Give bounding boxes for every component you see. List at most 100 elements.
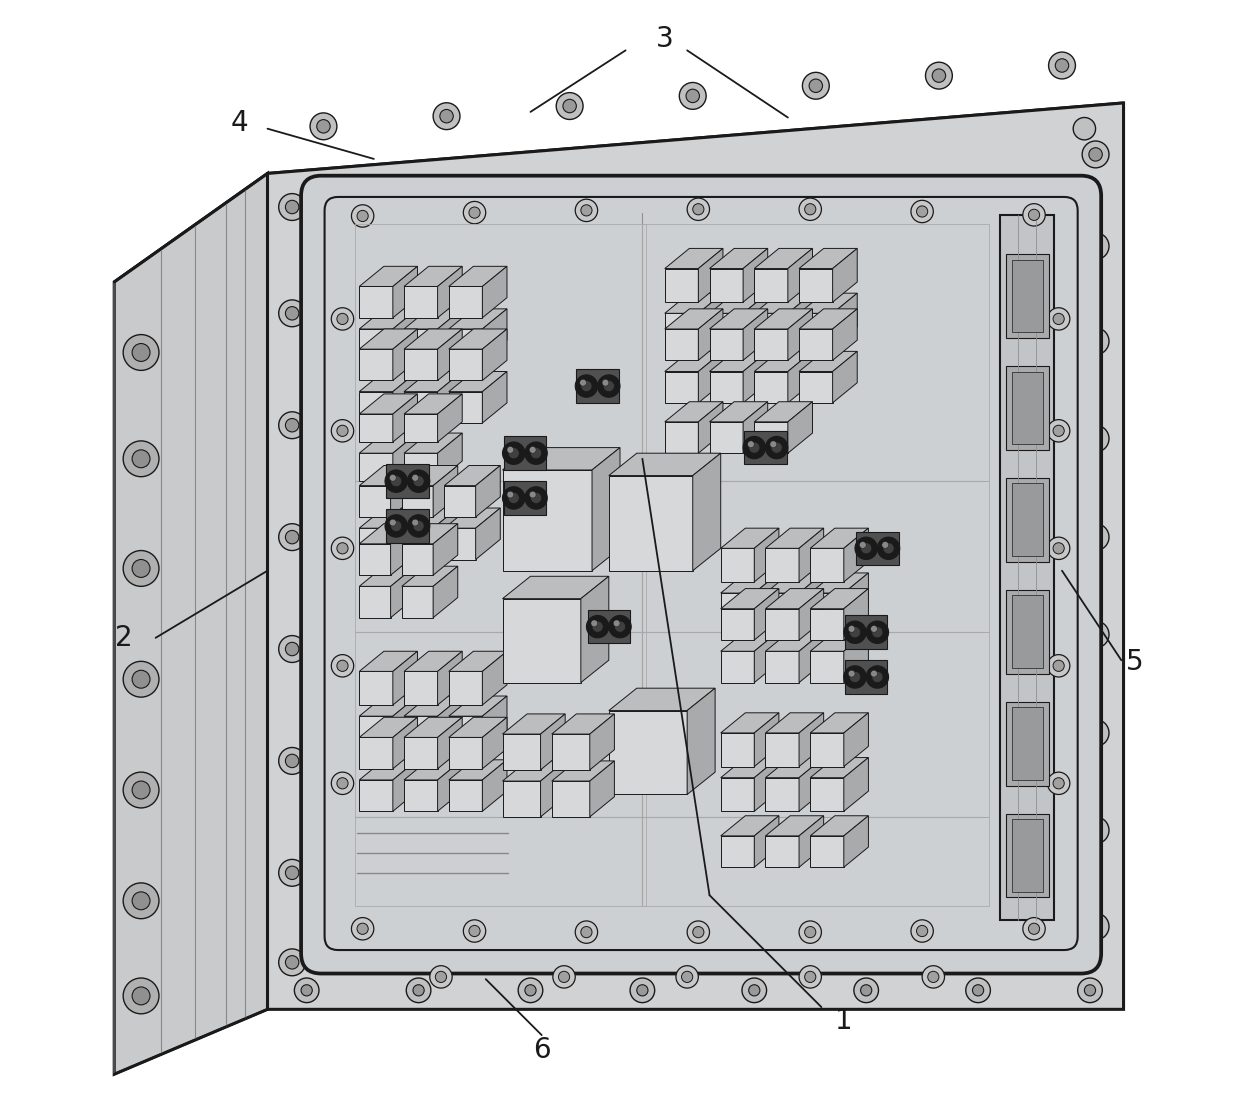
- Polygon shape: [665, 313, 698, 347]
- Circle shape: [614, 620, 620, 627]
- Circle shape: [1083, 425, 1109, 452]
- Polygon shape: [404, 392, 438, 423]
- Polygon shape: [360, 716, 393, 750]
- Polygon shape: [404, 651, 463, 671]
- Text: 2: 2: [115, 623, 133, 652]
- Polygon shape: [810, 836, 843, 867]
- Circle shape: [408, 515, 430, 537]
- Polygon shape: [709, 313, 743, 347]
- Polygon shape: [665, 248, 723, 269]
- Polygon shape: [449, 760, 507, 780]
- Polygon shape: [438, 433, 463, 481]
- Circle shape: [285, 956, 299, 969]
- Circle shape: [856, 537, 878, 560]
- Circle shape: [557, 93, 583, 120]
- Polygon shape: [449, 349, 482, 380]
- Polygon shape: [360, 760, 418, 780]
- Polygon shape: [552, 714, 614, 734]
- Polygon shape: [360, 528, 391, 560]
- Circle shape: [748, 441, 754, 448]
- Circle shape: [279, 524, 305, 551]
- Polygon shape: [754, 758, 779, 811]
- Circle shape: [1089, 628, 1102, 641]
- Polygon shape: [386, 464, 429, 498]
- Polygon shape: [720, 528, 779, 548]
- Circle shape: [440, 110, 454, 123]
- Polygon shape: [843, 528, 868, 582]
- Circle shape: [843, 621, 867, 643]
- Polygon shape: [799, 631, 823, 683]
- Polygon shape: [665, 269, 698, 302]
- Circle shape: [883, 543, 894, 554]
- Polygon shape: [402, 544, 433, 575]
- Polygon shape: [449, 780, 482, 811]
- Circle shape: [133, 670, 150, 688]
- Polygon shape: [787, 309, 812, 360]
- Circle shape: [279, 300, 305, 327]
- Polygon shape: [720, 816, 779, 836]
- Circle shape: [525, 985, 536, 996]
- Circle shape: [391, 520, 402, 532]
- Polygon shape: [754, 631, 779, 683]
- Polygon shape: [449, 266, 507, 286]
- Circle shape: [680, 83, 706, 110]
- Polygon shape: [502, 470, 591, 571]
- Polygon shape: [843, 758, 868, 811]
- Circle shape: [133, 344, 150, 361]
- Polygon shape: [765, 631, 823, 651]
- Circle shape: [1048, 420, 1070, 442]
- Circle shape: [337, 778, 348, 789]
- Polygon shape: [393, 309, 418, 360]
- Polygon shape: [698, 309, 723, 360]
- Polygon shape: [482, 696, 507, 750]
- Polygon shape: [580, 576, 609, 683]
- Polygon shape: [787, 293, 812, 347]
- Circle shape: [859, 542, 867, 548]
- Circle shape: [1049, 53, 1075, 79]
- Circle shape: [433, 103, 460, 130]
- Polygon shape: [810, 713, 868, 733]
- Polygon shape: [754, 422, 787, 453]
- Polygon shape: [787, 351, 812, 403]
- Circle shape: [285, 642, 299, 656]
- Polygon shape: [360, 780, 393, 811]
- Polygon shape: [709, 329, 743, 360]
- Circle shape: [805, 204, 816, 215]
- Polygon shape: [765, 733, 799, 767]
- Polygon shape: [799, 351, 857, 372]
- Polygon shape: [799, 269, 832, 302]
- Polygon shape: [503, 481, 546, 515]
- Circle shape: [502, 442, 525, 464]
- Polygon shape: [720, 836, 754, 867]
- Circle shape: [413, 985, 424, 996]
- Polygon shape: [360, 433, 418, 453]
- Polygon shape: [765, 758, 823, 778]
- Polygon shape: [765, 573, 823, 593]
- Circle shape: [676, 966, 698, 988]
- Polygon shape: [720, 573, 779, 593]
- Circle shape: [932, 69, 946, 83]
- Polygon shape: [743, 293, 768, 347]
- Polygon shape: [402, 524, 458, 544]
- Circle shape: [337, 425, 348, 436]
- Circle shape: [518, 978, 543, 1003]
- Circle shape: [805, 927, 816, 938]
- Polygon shape: [360, 651, 418, 671]
- Circle shape: [1089, 148, 1102, 161]
- Polygon shape: [754, 372, 787, 403]
- Polygon shape: [393, 372, 418, 423]
- Polygon shape: [393, 717, 418, 769]
- Polygon shape: [590, 714, 614, 770]
- Circle shape: [630, 978, 655, 1003]
- Circle shape: [609, 615, 631, 638]
- Polygon shape: [590, 761, 614, 817]
- Circle shape: [743, 436, 765, 459]
- Polygon shape: [1012, 819, 1043, 892]
- Polygon shape: [609, 711, 687, 794]
- Polygon shape: [832, 248, 857, 302]
- Circle shape: [1083, 720, 1109, 746]
- Polygon shape: [1006, 702, 1049, 786]
- Polygon shape: [698, 351, 723, 403]
- Polygon shape: [503, 436, 546, 470]
- Polygon shape: [810, 593, 843, 627]
